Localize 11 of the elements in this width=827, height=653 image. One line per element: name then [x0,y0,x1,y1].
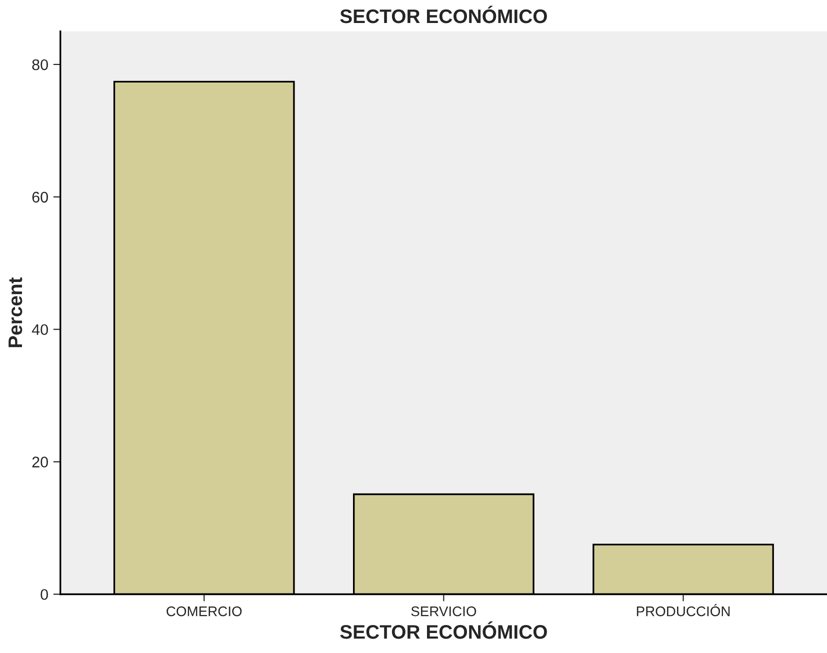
y-tick-label: 20 [32,456,48,468]
x-tick-label: COMERCIO [166,606,242,616]
x-tick-label: SERVICIO [411,606,476,616]
y-axis-title: Percent [8,277,22,348]
y-tick-label: 60 [32,192,48,203]
y-tick-label: 80 [32,59,48,70]
chart-title: SECTOR ECONÓMICO [340,6,547,24]
y-tick-label: 0 [40,589,48,600]
x-axis-title: SECTOR ECONÓMICO [340,621,547,639]
y-tick-label: 40 [32,324,48,336]
x-tick-label: PRODUCCIÓN [636,604,730,616]
